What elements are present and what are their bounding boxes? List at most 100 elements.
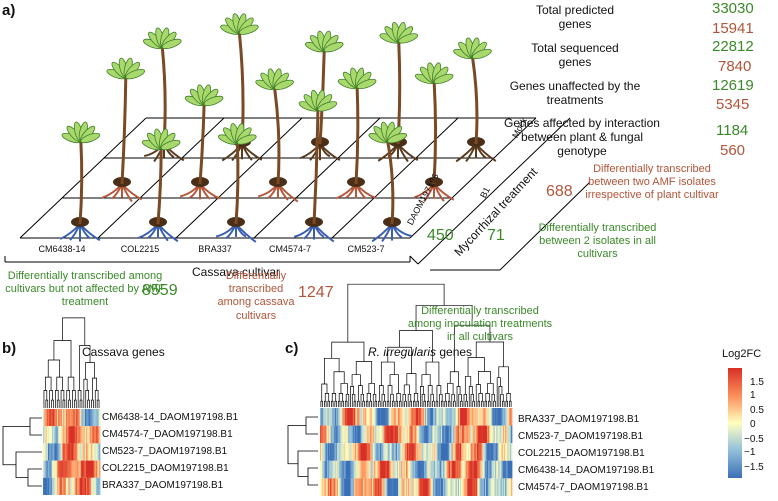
heatmap-cell — [480, 408, 482, 426]
heatmap-cell — [428, 443, 430, 461]
dendrogram-link — [447, 383, 454, 395]
heatmap-cell — [506, 460, 508, 479]
heatmap-cell — [84, 426, 87, 444]
heatmap-cell — [508, 425, 511, 444]
heatmap — [43, 409, 101, 495]
heatmap-cell — [405, 460, 408, 479]
dendrogram-link — [85, 362, 95, 380]
heatmap-cell — [332, 478, 334, 496]
heatmap-cell — [453, 443, 455, 461]
plant — [453, 37, 497, 163]
heatmap-cell — [413, 460, 416, 479]
heatmap-cell — [380, 408, 383, 426]
plant — [413, 62, 455, 203]
leaf — [433, 73, 454, 85]
heatmap-cell — [92, 477, 95, 495]
heatmap-cell — [457, 425, 460, 444]
heatmap-cell — [89, 477, 92, 495]
grid-edge — [409, 117, 537, 239]
annotation-value: 688 — [546, 183, 573, 200]
plant — [215, 123, 257, 243]
heatmap-cell — [81, 460, 83, 478]
heatmap-cell — [409, 478, 411, 496]
heatmap-cell — [475, 460, 478, 479]
dendrogram-link — [395, 400, 399, 407]
heatmap-cell — [488, 425, 490, 444]
heatmap-cell — [323, 408, 325, 426]
heatmap-cell — [465, 460, 468, 479]
annotation: Differentially transcribed between 2 iso… — [538, 222, 657, 261]
heatmap-cell — [73, 460, 76, 478]
heatmap-cell — [324, 425, 327, 444]
heatmap-cell — [70, 443, 73, 461]
heatmap-cell — [480, 460, 482, 479]
heatmap-cell — [331, 425, 333, 444]
dendrogram-link — [402, 393, 406, 407]
heatmap-cell — [426, 408, 428, 426]
dendrogram-link — [62, 399, 66, 408]
leaf — [80, 132, 101, 144]
heatmap-cell — [338, 460, 340, 479]
heatmap-cell — [327, 425, 330, 444]
heatmap-cell — [392, 443, 394, 461]
heatmap-cell — [48, 426, 50, 444]
heatmap-cell — [458, 478, 461, 496]
heatmap-cell — [382, 460, 384, 479]
heatmap-cell — [70, 426, 73, 444]
plant — [59, 121, 101, 242]
heatmap-cell — [355, 408, 357, 426]
heatmap-cell — [390, 408, 392, 426]
heatmap-cell — [441, 478, 444, 496]
heatmap-cell — [340, 460, 342, 479]
heatmap-cell — [361, 408, 364, 426]
heatmap-cell — [98, 409, 101, 427]
heatmap-cell — [439, 460, 442, 479]
heatmap-cell — [499, 408, 502, 426]
heatmap-cell — [449, 443, 452, 461]
heatmap-cell — [68, 409, 70, 427]
heatmap-cell — [498, 443, 500, 461]
heatmap-cell — [382, 478, 384, 496]
heatmap-cell — [408, 478, 410, 496]
heatmap-cell — [46, 443, 49, 461]
heatmap-cell — [488, 408, 490, 426]
heatmap-cell — [483, 425, 486, 444]
heatmap-cell — [414, 425, 417, 444]
heatmap-cell — [411, 443, 414, 461]
heatmap-cell — [411, 478, 414, 496]
stem — [386, 141, 395, 225]
heatmap-cell — [506, 443, 508, 461]
heatmap-cell — [320, 425, 322, 444]
heatmap-cell — [332, 425, 334, 444]
dendrogram-link — [374, 400, 378, 407]
heatmap-cell — [371, 478, 374, 496]
heatmap-cell — [69, 477, 72, 495]
heatmap-cell — [380, 425, 383, 444]
heatmap-cell — [68, 443, 70, 461]
heatmap-cell — [490, 408, 493, 426]
heatmap-cell — [68, 426, 70, 444]
row-label: CM523-7_DAOM197198.B1 — [518, 431, 644, 442]
heatmap-cell — [368, 425, 371, 444]
heatmap-cell — [478, 425, 480, 444]
heatmap-cell — [394, 460, 397, 479]
heatmap-cell — [469, 408, 471, 426]
heatmap-cell — [54, 426, 57, 444]
heatmap-cell — [94, 443, 97, 461]
heatmap-cell — [342, 443, 345, 461]
heatmap-cell — [412, 408, 415, 426]
dendrogram-link — [2, 426, 30, 466]
dendrogram-link — [378, 385, 384, 402]
heatmap-cell — [84, 477, 87, 495]
heatmap-cell — [399, 408, 401, 426]
heatmap-cell — [504, 425, 506, 444]
heatmap-cell — [324, 460, 327, 479]
heatmap-cell — [461, 408, 463, 426]
heatmap-cell — [474, 408, 477, 426]
heatmap-cell — [374, 443, 376, 461]
heatmap-cell — [392, 425, 394, 444]
heatmap-cell — [365, 425, 367, 444]
heatmap-cell — [495, 478, 497, 496]
heatmap-cell — [447, 478, 450, 496]
